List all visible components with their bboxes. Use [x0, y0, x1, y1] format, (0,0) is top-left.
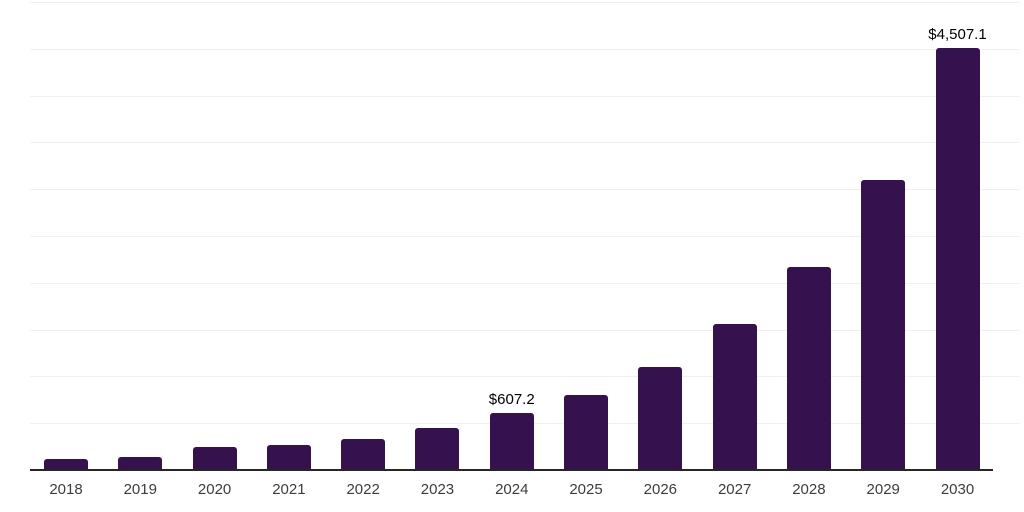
gridline-4500	[30, 48, 1020, 50]
bar-2023	[415, 427, 460, 470]
bar-2025	[564, 394, 609, 470]
gridline-4000	[30, 95, 1020, 97]
x-tick-2027: 2027	[717, 481, 752, 498]
x-tick-2025: 2025	[569, 481, 603, 498]
value-label-2030: $4,507.1	[928, 26, 987, 44]
bar-2021	[266, 445, 311, 470]
x-tick-2021: 2021	[272, 481, 306, 498]
gridline-1000	[30, 376, 1020, 378]
value-label-2024: $607.2	[488, 391, 535, 409]
x-tick-2020: 2020	[197, 481, 232, 498]
gridline-2500	[30, 236, 1020, 237]
x-tick-2029: 2029	[866, 481, 900, 498]
bar-2020	[192, 446, 237, 470]
gridline-3000	[30, 189, 1020, 191]
x-tick-2028: 2028	[792, 481, 826, 498]
bar-2018	[44, 458, 88, 470]
gridline-2000	[30, 282, 1020, 284]
x-tick-2019: 2019	[123, 481, 157, 498]
bar-2030	[935, 48, 980, 470]
gridline-1500	[30, 329, 1020, 331]
x-axis-line	[30, 469, 993, 471]
x-tick-2022: 2022	[346, 481, 380, 498]
x-tick-2018: 2018	[49, 481, 83, 498]
x-tick-2024: 2024	[495, 481, 529, 498]
bar-2024	[489, 413, 534, 470]
bar-2028	[786, 267, 831, 470]
gridline-3500	[30, 142, 1020, 144]
x-tick-2030: 2030	[940, 481, 975, 498]
bar-2029	[861, 179, 906, 470]
gridline-5000	[30, 2, 1020, 3]
x-tick-2026: 2026	[643, 481, 678, 498]
x-tick-2023: 2023	[420, 481, 455, 498]
bar-2027	[712, 324, 757, 470]
bar-2026	[638, 367, 683, 470]
bar-2022	[341, 438, 386, 470]
bar-2019	[118, 457, 163, 470]
